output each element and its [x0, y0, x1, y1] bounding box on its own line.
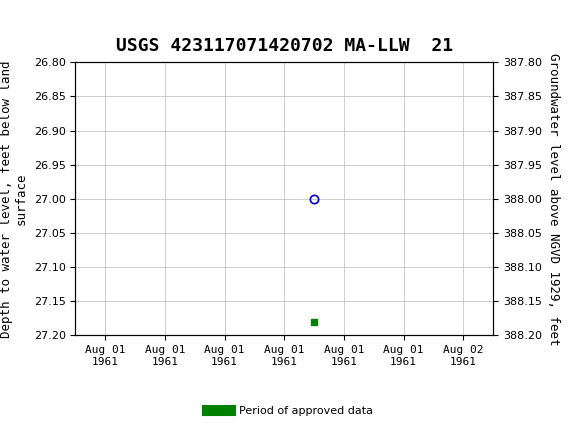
Y-axis label: Groundwater level above NGVD 1929, feet: Groundwater level above NGVD 1929, feet	[548, 52, 560, 345]
Y-axis label: Depth to water level, feet below land
surface: Depth to water level, feet below land su…	[0, 60, 28, 338]
Text: ▒USGS: ▒USGS	[6, 12, 64, 34]
Title: USGS 423117071420702 MA-LLW  21: USGS 423117071420702 MA-LLW 21	[115, 37, 453, 55]
Legend: Period of approved data: Period of approved data	[203, 401, 377, 420]
